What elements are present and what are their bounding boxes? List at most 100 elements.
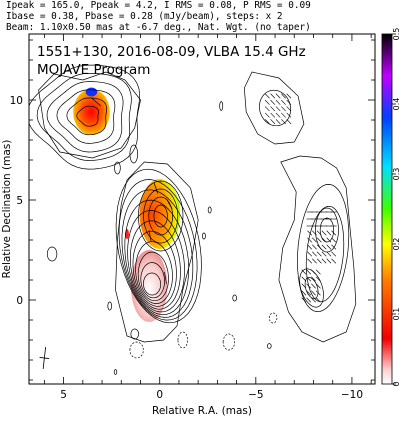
evpa-stick: [264, 112, 270, 118]
evpa-stick: [281, 106, 286, 112]
axis-ticks: 5 0 −5 −10 0 5 10: [10, 34, 375, 401]
right-lobe-contour: [319, 217, 335, 243]
core-contour: [143, 272, 162, 296]
evpa-stick: [312, 258, 317, 264]
evpa-stick: [316, 244, 322, 250]
evpa-stick: [315, 276, 321, 282]
evpa-stick: [264, 99, 270, 105]
evpa-stick: [306, 276, 312, 282]
right-lobe-envelope: [278, 155, 357, 343]
evpa-stick: [321, 230, 327, 236]
evpa-stick: [312, 230, 317, 236]
x-tick-label: 5: [60, 389, 67, 401]
evpa-stick: [316, 237, 322, 243]
right-lobe-contour: [304, 277, 319, 299]
evpa-stick: [321, 237, 327, 243]
y-axis-label: Relative Declination (mas): [1, 140, 13, 279]
evpa-stick: [311, 290, 316, 296]
evpa-stick: [164, 272, 167, 284]
evpa-stick: [316, 230, 322, 236]
evpa-stick: [286, 106, 292, 112]
evpa-stick: [326, 230, 332, 236]
evpa-stick: [331, 244, 337, 250]
evpa-stick: [331, 251, 337, 257]
knot-contour: [153, 204, 168, 228]
colorbar-tick-label: 0.4: [392, 98, 401, 111]
evpa-stick: [270, 99, 276, 105]
evpa-stick: [301, 283, 307, 289]
evpa-stick: [316, 258, 322, 264]
evpa-stick: [301, 276, 307, 282]
evpa-stick: [306, 283, 312, 289]
evpa-stick: [153, 182, 159, 194]
evpa-stick: [270, 112, 276, 118]
core-contour: [121, 189, 194, 318]
x-tick-label: 0: [156, 389, 163, 401]
evpa-stick: [275, 99, 281, 105]
beam-minor-axis: [39, 357, 50, 359]
evpa-stick: [331, 230, 337, 236]
top-component-contour: [36, 72, 132, 161]
knot-contour: [138, 180, 184, 252]
knot-contour: [143, 188, 179, 244]
evpa-stick: [315, 283, 321, 289]
colorbar-ticks: 0 0.1 0.2 0.3 0.4 0.5: [392, 28, 401, 387]
evpa-stick: [301, 290, 307, 296]
evpa-stick: [326, 258, 332, 264]
evpa-stick: [166, 198, 173, 210]
core-contour: [118, 179, 198, 321]
evpa-stick: [307, 251, 313, 257]
small-contour: [219, 101, 224, 111]
map-content: [29, 64, 357, 375]
colorbar-tick-label: 0.2: [392, 238, 401, 251]
top-component-contour: [46, 81, 124, 153]
evpa-stick: [331, 258, 337, 264]
small-contour: [113, 369, 118, 375]
right-lobe-contour: [299, 268, 324, 308]
evpa-stick: [286, 93, 292, 99]
evpa-stick: [281, 119, 286, 125]
top-component-envelope: [38, 71, 141, 159]
evpa-stick: [301, 269, 307, 275]
core-contour: [140, 262, 165, 299]
knot-fill: [139, 179, 180, 249]
evpa-stick: [275, 119, 281, 125]
top-component-contour: [56, 89, 116, 144]
core-envelope: [115, 161, 199, 343]
evpa-stick: [286, 99, 292, 105]
evpa-stick: [316, 251, 322, 257]
evpa-stick: [315, 290, 321, 296]
y-tick-label: 0: [16, 295, 23, 307]
colorbar-tick-label: 0.3: [392, 168, 401, 181]
evpa-stick: [307, 230, 313, 236]
evpa-stick: [306, 269, 312, 275]
negative-contour: [129, 341, 144, 359]
negative-contour: [222, 333, 236, 351]
right-lobe-contour: [297, 184, 350, 312]
evpa-stick: [326, 237, 332, 243]
evpa-stick: [312, 251, 317, 257]
top-blue-spot: [85, 87, 98, 97]
colorbar-tick-label: 0.5: [392, 28, 401, 41]
colorbar-tick-label: 0.1: [392, 308, 401, 321]
knot-contour: [148, 196, 173, 236]
small-contour: [129, 144, 138, 164]
evpa-stick: [311, 276, 316, 282]
header-line-base: Ibase = 0.38, Pbase = 0.28 (mJy/beam), s…: [6, 11, 283, 22]
core-contour: [129, 220, 181, 310]
evpa-stick: [331, 237, 337, 243]
evpa-stick: [311, 269, 316, 275]
evpa-stick: [270, 106, 276, 112]
evpa-stick: [321, 251, 327, 257]
evpa-stick: [264, 93, 270, 99]
colorbar-tick-label: 0: [392, 381, 401, 386]
evpa-stick: [315, 269, 321, 275]
evpa-stick: [312, 244, 317, 250]
colorbar: [381, 33, 393, 385]
header-line-peak: Ipeak = 165.0, Ppeak = 4.2, I RMS = 0.08…: [6, 0, 311, 11]
small-contour: [202, 232, 206, 240]
evpa-stick: [91, 97, 101, 107]
upper-right-lobe-inner: [259, 89, 292, 127]
evpa-stick: [270, 119, 276, 125]
